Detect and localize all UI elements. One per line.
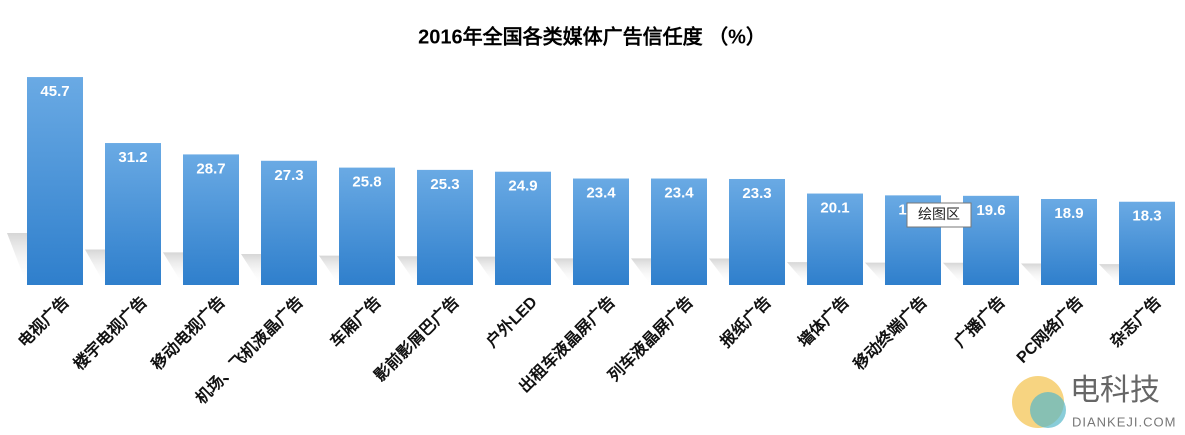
tooltip-box	[906, 202, 972, 228]
bar	[1119, 201, 1175, 285]
data-label: 20.1	[820, 200, 849, 217]
x-tick-label: 墙体广告	[794, 292, 853, 351]
x-tick-label: 移动电视广告	[147, 292, 228, 373]
bar	[1041, 199, 1097, 285]
data-label: 25.3	[430, 176, 459, 193]
data-label: 45.7	[40, 83, 69, 100]
bar	[27, 77, 83, 285]
watermark-site: DIANKEJI.COM	[1072, 414, 1176, 429]
bar	[807, 193, 863, 285]
data-label: 19.6	[976, 202, 1005, 219]
data-label: 24.9	[508, 178, 537, 195]
watermark-name: 电科技	[1070, 374, 1160, 407]
watermark-logo	[1030, 392, 1066, 428]
data-label: 18.9	[1054, 205, 1083, 222]
data-label: 27.3	[274, 167, 303, 184]
chart-title: 2016年全国各类媒体广告信任度 （%）	[418, 24, 766, 48]
x-tick-label: 广播广告	[950, 292, 1009, 351]
data-label: 23.4	[586, 184, 616, 201]
x-tick-label: 楼宇电视广告	[69, 292, 150, 373]
data-label: 23.4	[664, 184, 694, 201]
x-tick-label: PC网络广告	[1012, 292, 1086, 366]
bar	[417, 169, 473, 285]
data-label: 25.8	[352, 174, 381, 191]
data-label: 18.3	[1132, 208, 1161, 225]
bar	[183, 154, 239, 285]
bar	[105, 143, 161, 285]
x-tick-label: 移动终端广告	[849, 292, 930, 373]
tooltip: 绘图区	[918, 206, 960, 222]
x-tick-label: 户外LED	[482, 292, 541, 351]
data-label: 23.3	[742, 185, 771, 202]
bar	[495, 171, 551, 285]
x-tick-label: 报纸广告	[716, 292, 775, 351]
x-tick-label: 车厢广告	[326, 292, 385, 351]
data-label: 31.2	[118, 149, 147, 166]
bar	[963, 195, 1019, 285]
bar	[339, 167, 395, 285]
bar	[573, 178, 629, 285]
x-tick-label: 杂志广告	[1106, 292, 1165, 351]
bar	[261, 160, 317, 285]
watermark: 电科技 DIANKEJI.COM	[1012, 374, 1176, 429]
bar	[651, 178, 707, 285]
x-tick-label: 电视广告	[14, 292, 73, 351]
data-label: 28.7	[196, 160, 225, 177]
bar	[729, 178, 785, 285]
